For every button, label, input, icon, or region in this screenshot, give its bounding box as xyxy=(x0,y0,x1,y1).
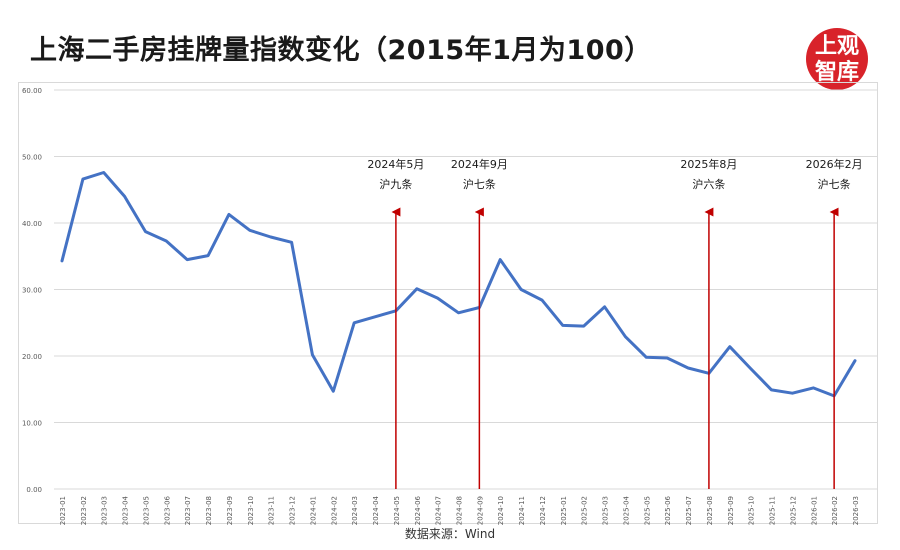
chart-frame xyxy=(18,82,878,524)
x-tick-label: 2023-03 xyxy=(101,496,109,525)
x-tick-label: 2023-05 xyxy=(142,496,150,525)
x-tick-label: 2023-10 xyxy=(247,496,255,525)
x-tick-label: 2025-05 xyxy=(643,496,651,525)
line-chart: 0.00 10.00 20.00 30.00 40.00 50.00 60.00 2023-… xyxy=(22,87,878,525)
x-tick-label: 2024-11 xyxy=(518,496,526,525)
x-tick-label: 2023-11 xyxy=(268,496,276,525)
annotation-label: 沪九条 xyxy=(379,177,412,191)
x-tick-label: 2023-06 xyxy=(163,495,171,525)
x-tick-label: 2024-03 xyxy=(351,496,359,525)
y-tick-label: 30.00 xyxy=(22,287,42,295)
y-tick-label: 60.00 xyxy=(22,87,42,95)
series-layer xyxy=(60,171,857,398)
x-tick-label: 2024-12 xyxy=(539,496,547,525)
x-tick-label: 2023-07 xyxy=(184,496,192,525)
x-tick-label: 2024-05 xyxy=(393,496,401,525)
x-tick-label: 2025-07 xyxy=(685,496,693,525)
x-tick-label: 2025-12 xyxy=(789,496,797,525)
x-tick-label: 2025-09 xyxy=(727,496,735,525)
x-tick-label: 2024-08 xyxy=(456,496,464,525)
y-tick-label: 40.00 xyxy=(22,220,42,228)
gridlines xyxy=(54,89,878,490)
x-tick-label: 2024-09 xyxy=(476,496,484,525)
x-tick-label: 2023-12 xyxy=(289,496,297,525)
annotation-label: 沪七条 xyxy=(818,177,851,191)
x-tick-label: 2025-02 xyxy=(581,496,589,525)
y-tick-label: 10.00 xyxy=(22,420,42,428)
x-tick-label: 2023-01 xyxy=(59,496,67,525)
logo-line-1: 上观 xyxy=(814,34,859,59)
x-tick-label: 2025-06 xyxy=(664,495,672,525)
source-note: 数据来源：Wind xyxy=(404,527,496,541)
y-tick-label: 50.00 xyxy=(22,154,42,162)
annotation-label: 沪六条 xyxy=(692,177,725,191)
x-tick-label: 2024-06 xyxy=(414,495,422,525)
x-tick-label: 2026-02 xyxy=(831,496,839,525)
x-tick-label: 2026-03 xyxy=(852,496,860,525)
annotation-date: 2024年9月 xyxy=(451,157,508,171)
annotation-date: 2024年5月 xyxy=(367,157,424,171)
x-tick-label: 2025-03 xyxy=(602,496,610,525)
x-tick-label: 2026-01 xyxy=(810,496,818,525)
logo-line-2: 智库 xyxy=(814,60,859,85)
x-axis-ticks: 2023-01 2023-02 2023-03 2023-04 2023-05 2023-… xyxy=(59,495,860,525)
y-axis-ticks: 0.00 10.00 20.00 30.00 40.00 50.00 60.00 xyxy=(22,87,42,494)
x-tick-label: 2025-01 xyxy=(560,496,568,525)
y-tick-label: 0.00 xyxy=(26,486,42,494)
x-tick-label: 2024-01 xyxy=(309,496,317,525)
annotation-date: 2026年2月 xyxy=(806,157,863,171)
chart-title: 上海二手房挂牌量指数变化（2015年1月为100） xyxy=(30,35,652,66)
x-tick-label: 2024-02 xyxy=(330,496,338,525)
x-tick-label: 2025-04 xyxy=(622,495,630,525)
annotation-label: 沪七条 xyxy=(463,177,496,191)
annotation-date: 2025年8月 xyxy=(680,157,737,171)
x-tick-label: 2023-04 xyxy=(122,495,130,525)
x-tick-label: 2024-07 xyxy=(435,496,443,525)
x-tick-label: 2025-10 xyxy=(748,496,756,525)
x-tick-label: 2025-08 xyxy=(706,496,714,525)
y-tick-label: 20.00 xyxy=(22,353,42,361)
series-line xyxy=(60,171,857,398)
x-tick-label: 2025-11 xyxy=(769,496,777,525)
x-tick-label: 2023-08 xyxy=(205,496,213,525)
x-tick-label: 2024-10 xyxy=(497,496,505,525)
x-tick-label: 2024-04 xyxy=(372,495,380,525)
x-tick-label: 2023-02 xyxy=(80,496,88,525)
x-tick-label: 2023-09 xyxy=(226,496,234,525)
brand-logo: 上观 智库 xyxy=(806,28,868,90)
